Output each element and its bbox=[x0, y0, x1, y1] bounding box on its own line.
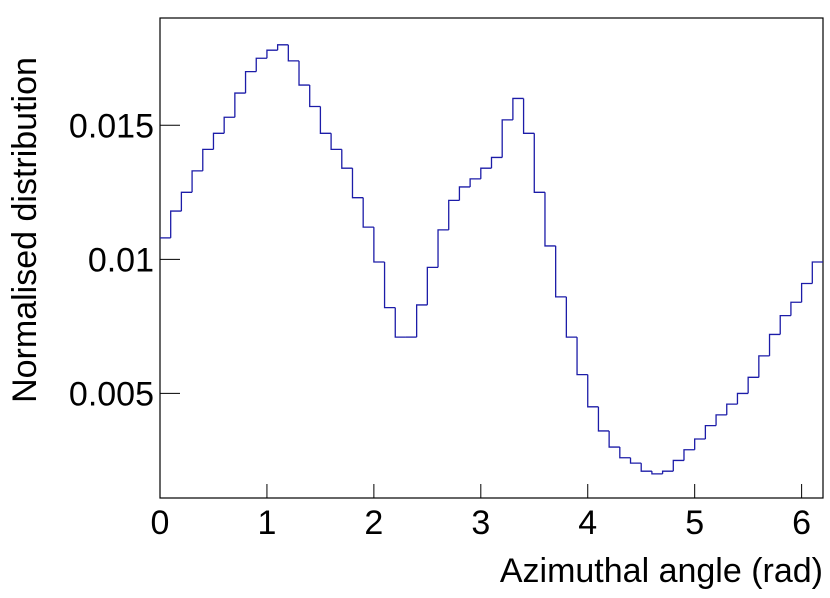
histogram-bin bbox=[672, 459, 684, 472]
histogram-bin bbox=[512, 97, 524, 120]
y-tick-label: 0.01 bbox=[88, 241, 154, 279]
histogram-bin bbox=[597, 406, 610, 432]
histogram-bin bbox=[255, 57, 267, 72]
histogram-bin bbox=[469, 178, 481, 187]
histogram-bin bbox=[330, 133, 342, 151]
histogram-bin bbox=[276, 44, 289, 51]
histogram-bin bbox=[490, 156, 503, 169]
histogram-bin bbox=[244, 70, 257, 94]
histogram-bin bbox=[694, 438, 706, 450]
histogram-bin bbox=[758, 355, 770, 378]
histogram-bin bbox=[341, 149, 353, 169]
histogram-bin bbox=[298, 60, 310, 86]
histogram-bin bbox=[180, 191, 193, 212]
histogram-bin bbox=[266, 49, 278, 59]
histogram-bin bbox=[287, 44, 300, 62]
histogram-bin bbox=[683, 449, 695, 461]
histogram-bin bbox=[565, 296, 578, 338]
x-tick-label: 0 bbox=[151, 504, 170, 542]
histogram-bin bbox=[661, 470, 674, 474]
x-tick-label: 2 bbox=[364, 504, 383, 542]
histogram-bin bbox=[394, 307, 406, 338]
histogram-bin bbox=[544, 192, 556, 247]
y-tick-label: 0.005 bbox=[69, 375, 154, 413]
histogram-bin bbox=[651, 471, 663, 475]
histogram-bin bbox=[522, 98, 535, 134]
histogram-bin bbox=[555, 245, 567, 298]
histogram-bin bbox=[202, 148, 214, 171]
histogram-bin bbox=[480, 167, 492, 179]
histogram-bin bbox=[715, 414, 727, 426]
histogram-bin bbox=[768, 333, 781, 356]
histogram-bin bbox=[747, 376, 759, 394]
y-tick-label: 0.015 bbox=[69, 107, 154, 145]
histogram-bin bbox=[437, 229, 449, 268]
histogram-bin bbox=[458, 186, 471, 201]
histogram-bin bbox=[234, 92, 246, 118]
histogram-bin bbox=[811, 261, 823, 284]
histogram-bin bbox=[576, 337, 588, 376]
histogram-bin bbox=[415, 304, 428, 338]
histogram-bin bbox=[726, 403, 738, 415]
histogram-bin bbox=[640, 463, 652, 472]
x-tick-label: 6 bbox=[792, 504, 811, 542]
histogram-bin bbox=[383, 262, 396, 309]
histogram-bin bbox=[319, 106, 332, 134]
histogram-bin bbox=[191, 170, 203, 193]
histogram-bin bbox=[779, 315, 791, 335]
histogram-bin bbox=[373, 227, 385, 263]
histogram-bin bbox=[426, 266, 439, 305]
histogram-bin bbox=[212, 132, 225, 150]
x-tick-label: 5 bbox=[685, 504, 704, 542]
histogram-bin bbox=[619, 447, 631, 459]
histogram-bin bbox=[629, 457, 642, 464]
histogram-bin bbox=[223, 116, 235, 134]
plot-frame bbox=[159, 17, 824, 499]
histogram-bin bbox=[704, 424, 717, 440]
histogram-bin bbox=[448, 199, 460, 230]
histogram-bin bbox=[170, 210, 182, 238]
histogram-bin bbox=[362, 197, 374, 228]
histogram-bin bbox=[608, 430, 620, 448]
x-axis-title: Azimuthal angle (rad) bbox=[500, 552, 823, 590]
x-tick-label: 1 bbox=[257, 504, 276, 542]
histogram-bin bbox=[800, 282, 813, 303]
histogram-bin bbox=[533, 133, 545, 193]
histogram-bin bbox=[309, 85, 321, 108]
x-tick-label: 3 bbox=[471, 504, 490, 542]
histogram-bin bbox=[587, 374, 599, 408]
histogram-bin bbox=[736, 392, 749, 405]
histogram-bin bbox=[351, 168, 364, 199]
histogram-bin bbox=[501, 119, 513, 158]
x-tick-label: 4 bbox=[578, 504, 597, 542]
histogram-bin bbox=[790, 301, 802, 316]
y-axis-title: Normalised distribution bbox=[6, 57, 44, 403]
